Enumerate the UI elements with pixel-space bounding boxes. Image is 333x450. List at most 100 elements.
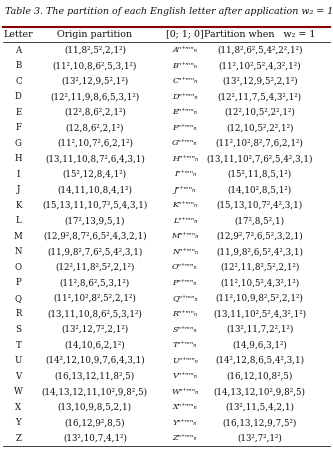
Text: (12²,11,9,8,6,5,3,1²): (12²,11,9,8,6,5,3,1²) xyxy=(50,92,140,101)
Text: Pⁿ⁺ᵐⁿₙ: Pⁿ⁺ᵐⁿₙ xyxy=(172,279,197,287)
Text: (12²,11,8²,5²,2,1²): (12²,11,8²,5²,2,1²) xyxy=(55,263,135,272)
Text: Hⁿ⁺ᵐⁿₙ: Hⁿ⁺ᵐⁿₙ xyxy=(172,155,198,163)
Text: W: W xyxy=(14,387,23,396)
Text: (11²,10,8,6²,5,3,1²): (11²,10,8,6²,5,3,1²) xyxy=(53,61,137,70)
Text: Letter: Letter xyxy=(4,30,33,39)
Text: Uⁿ⁺ᵐⁿₙ: Uⁿ⁺ᵐⁿₙ xyxy=(172,356,198,365)
Text: Zⁿ⁺ᵐⁿₙ: Zⁿ⁺ᵐⁿₙ xyxy=(172,434,197,442)
Text: M: M xyxy=(14,232,23,241)
Text: Xⁿ⁺ᵐⁿₙ: Xⁿ⁺ᵐⁿₙ xyxy=(172,403,197,411)
Text: [0; 1; 0]: [0; 1; 0] xyxy=(166,30,204,39)
Text: Gⁿ⁺ᵐⁿₙ: Gⁿ⁺ᵐⁿₙ xyxy=(172,140,197,148)
Text: L: L xyxy=(15,216,21,225)
Text: Dⁿ⁺ᵐⁿₙ: Dⁿ⁺ᵐⁿₙ xyxy=(172,93,197,101)
Text: (13,10,9,8,5,2,1): (13,10,9,8,5,2,1) xyxy=(58,403,132,412)
Text: U: U xyxy=(15,356,22,365)
Text: C: C xyxy=(15,77,22,86)
Text: (13,11,10,8,7²,6,4,3,1): (13,11,10,8,7²,6,4,3,1) xyxy=(45,154,145,163)
Text: Table 3. The partition of each English letter after application w₂ = 1.: Table 3. The partition of each English l… xyxy=(5,7,333,16)
Text: Q: Q xyxy=(15,294,22,303)
Text: Tⁿ⁺ᵐⁿₙ: Tⁿ⁺ᵐⁿₙ xyxy=(172,341,197,349)
Text: Wⁿ⁺ᵐⁿₙ: Wⁿ⁺ᵐⁿₙ xyxy=(171,387,198,396)
Text: (13²,12,7²,2,1²): (13²,12,7²,2,1²) xyxy=(61,325,129,334)
Text: (11²,10²,8²,7,6,2,1²): (11²,10²,8²,7,6,2,1²) xyxy=(216,139,304,148)
Text: (13²,10,7,4,1²): (13²,10,7,4,1²) xyxy=(63,433,127,442)
Text: (11²,10,5²,4,3²,1²): (11²,10,5²,4,3²,1²) xyxy=(220,279,299,288)
Text: (14,13,12,10²,9,8²,5): (14,13,12,10²,9,8²,5) xyxy=(214,387,306,396)
Text: (14,13,12,11,10²,9,8²,5): (14,13,12,11,10²,9,8²,5) xyxy=(42,387,148,396)
Text: (14²,12,8,6,5,4²,3,1): (14²,12,8,6,5,4²,3,1) xyxy=(215,356,304,365)
Text: Rⁿ⁺ᵐⁿₙ: Rⁿ⁺ᵐⁿₙ xyxy=(172,310,197,318)
Text: Kⁿ⁺ᵐⁿₙ: Kⁿ⁺ᵐⁿₙ xyxy=(172,202,197,209)
Text: (16,12,10,8²,5): (16,12,10,8²,5) xyxy=(226,372,293,381)
Text: (11,8²,5²,2,1²): (11,8²,5²,2,1²) xyxy=(64,46,126,55)
Text: (11²,10,7²,6,2,1²): (11²,10,7²,6,2,1²) xyxy=(57,139,133,148)
Text: (13²,11,5,4,2,1): (13²,11,5,4,2,1) xyxy=(225,403,294,412)
Text: (13²,12,9,5²,2,1²): (13²,12,9,5²,2,1²) xyxy=(222,77,298,86)
Text: Y: Y xyxy=(15,418,21,427)
Text: J: J xyxy=(17,185,20,194)
Text: S: S xyxy=(15,325,21,334)
Text: (12,9²,8,7²,6,5²,4,3,2,1): (12,9²,8,7²,6,5²,4,3,2,1) xyxy=(43,232,147,241)
Text: (12²,11,8²,5²,2,1²): (12²,11,8²,5²,2,1²) xyxy=(220,263,299,272)
Text: Bⁿ⁺ᵐⁿₙ: Bⁿ⁺ᵐⁿₙ xyxy=(172,62,197,70)
Text: (11²,10,9,8²,5²,2,1²): (11²,10,9,8²,5²,2,1²) xyxy=(216,294,304,303)
Text: (16,13,12,11,8²,5): (16,13,12,11,8²,5) xyxy=(55,372,135,381)
Text: Aⁿ⁺ᵐⁿₙ: Aⁿ⁺ᵐⁿₙ xyxy=(172,46,197,54)
Text: (13,11,10²,5²,4,3²,1²): (13,11,10²,5²,4,3²,1²) xyxy=(213,310,306,319)
Text: (11,8²,6²,5,4²,2²,1²): (11,8²,6²,5,4²,2²,1²) xyxy=(217,46,302,55)
Text: E: E xyxy=(15,108,21,117)
Text: (14,11,10,8,4,1²): (14,11,10,8,4,1²) xyxy=(57,185,133,194)
Text: (11²,8,6²,5,3,1²): (11²,8,6²,5,3,1²) xyxy=(60,279,130,288)
Text: Eⁿ⁺ᵐⁿₙ: Eⁿ⁺ᵐⁿₙ xyxy=(172,108,197,117)
Text: A: A xyxy=(15,46,21,55)
Text: O: O xyxy=(15,263,22,272)
Text: (15,13,10,7²,4²,3,1): (15,13,10,7²,4²,3,1) xyxy=(216,201,303,210)
Text: Nⁿ⁺ᵐⁿₙ: Nⁿ⁺ᵐⁿₙ xyxy=(172,248,198,256)
Text: Cⁿ⁺ᵐⁿₙ: Cⁿ⁺ᵐⁿₙ xyxy=(172,77,197,86)
Text: (11,9,8²,6,5²,4²,3,1): (11,9,8²,6,5²,4²,3,1) xyxy=(216,248,303,256)
Text: (12,10,5²,2²,1²): (12,10,5²,2²,1²) xyxy=(226,123,293,132)
Text: P: P xyxy=(15,279,21,288)
Text: Mⁿ⁺ᵐⁿₙ: Mⁿ⁺ᵐⁿₙ xyxy=(171,233,198,240)
Text: G: G xyxy=(15,139,22,148)
Text: (16,13,12,9,7,5²): (16,13,12,9,7,5²) xyxy=(222,418,297,427)
Text: (14²,12,10,9,7,6,4,3,1): (14²,12,10,9,7,6,4,3,1) xyxy=(45,356,145,365)
Text: Z: Z xyxy=(15,433,21,442)
Text: Jⁿ⁺ᵐⁿₙ: Jⁿ⁺ᵐⁿₙ xyxy=(174,186,196,194)
Text: Vⁿ⁺ᵐⁿₙ: Vⁿ⁺ᵐⁿₙ xyxy=(172,372,197,380)
Text: (14,10²,8,5,1²): (14,10²,8,5,1²) xyxy=(228,185,292,194)
Text: (12²,8,6²,2,1²): (12²,8,6²,2,1²) xyxy=(64,108,126,117)
Text: Origin partition: Origin partition xyxy=(57,30,133,39)
Text: I: I xyxy=(17,170,20,179)
Text: (15²,12,8,4,1²): (15²,12,8,4,1²) xyxy=(63,170,127,179)
Text: Oⁿ⁺ᵐⁿₙ: Oⁿ⁺ᵐⁿₙ xyxy=(172,263,197,271)
Text: (11²,10²,8²,5²,2,1²): (11²,10²,8²,5²,2,1²) xyxy=(54,294,136,303)
Text: T: T xyxy=(15,341,21,350)
Text: Fⁿ⁺ᵐⁿₙ: Fⁿ⁺ᵐⁿₙ xyxy=(172,124,197,132)
Text: N: N xyxy=(15,248,22,256)
Text: (13,11,10,8,6²,5,3,1²): (13,11,10,8,6²,5,3,1²) xyxy=(48,310,142,319)
Text: K: K xyxy=(15,201,22,210)
Text: (12,9²,7²,6,5²,3,2,1): (12,9²,7²,6,5²,3,2,1) xyxy=(216,232,303,241)
Text: (14,9,6,3,1²): (14,9,6,3,1²) xyxy=(232,341,287,350)
Text: X: X xyxy=(15,403,21,412)
Text: (17²,13,9,5,1): (17²,13,9,5,1) xyxy=(65,216,125,225)
Text: Partition when   w₂ = 1: Partition when w₂ = 1 xyxy=(204,30,315,39)
Text: (13²,12,9,5²,1²): (13²,12,9,5²,1²) xyxy=(61,77,129,86)
Text: B: B xyxy=(15,61,21,70)
Text: R: R xyxy=(15,310,22,319)
Text: (12,8,6²,2,1²): (12,8,6²,2,1²) xyxy=(66,123,124,132)
Text: (11,9,8²,7,6²,5,4²,3,1): (11,9,8²,7,6²,5,4²,3,1) xyxy=(47,248,143,256)
Text: Qⁿ⁺ᵐⁿₙ: Qⁿ⁺ᵐⁿₙ xyxy=(172,294,197,302)
Text: (13²,7²,1²): (13²,7²,1²) xyxy=(237,433,282,442)
Text: Yⁿ⁺ᵐⁿₙ: Yⁿ⁺ᵐⁿₙ xyxy=(172,418,197,427)
Text: (15²,11,8,5,1²): (15²,11,8,5,1²) xyxy=(228,170,292,179)
Text: (15,13,11,10,7²,5,4,3,1): (15,13,11,10,7²,5,4,3,1) xyxy=(42,201,148,210)
Text: (12²,10,5²,2²,1²): (12²,10,5²,2²,1²) xyxy=(224,108,295,117)
Text: F: F xyxy=(15,123,21,132)
Text: D: D xyxy=(15,92,22,101)
Text: V: V xyxy=(15,372,21,381)
Text: Iⁿ⁺ᵐⁿₙ: Iⁿ⁺ᵐⁿₙ xyxy=(174,171,196,179)
Text: (16,12,9²,8,5): (16,12,9²,8,5) xyxy=(65,418,125,427)
